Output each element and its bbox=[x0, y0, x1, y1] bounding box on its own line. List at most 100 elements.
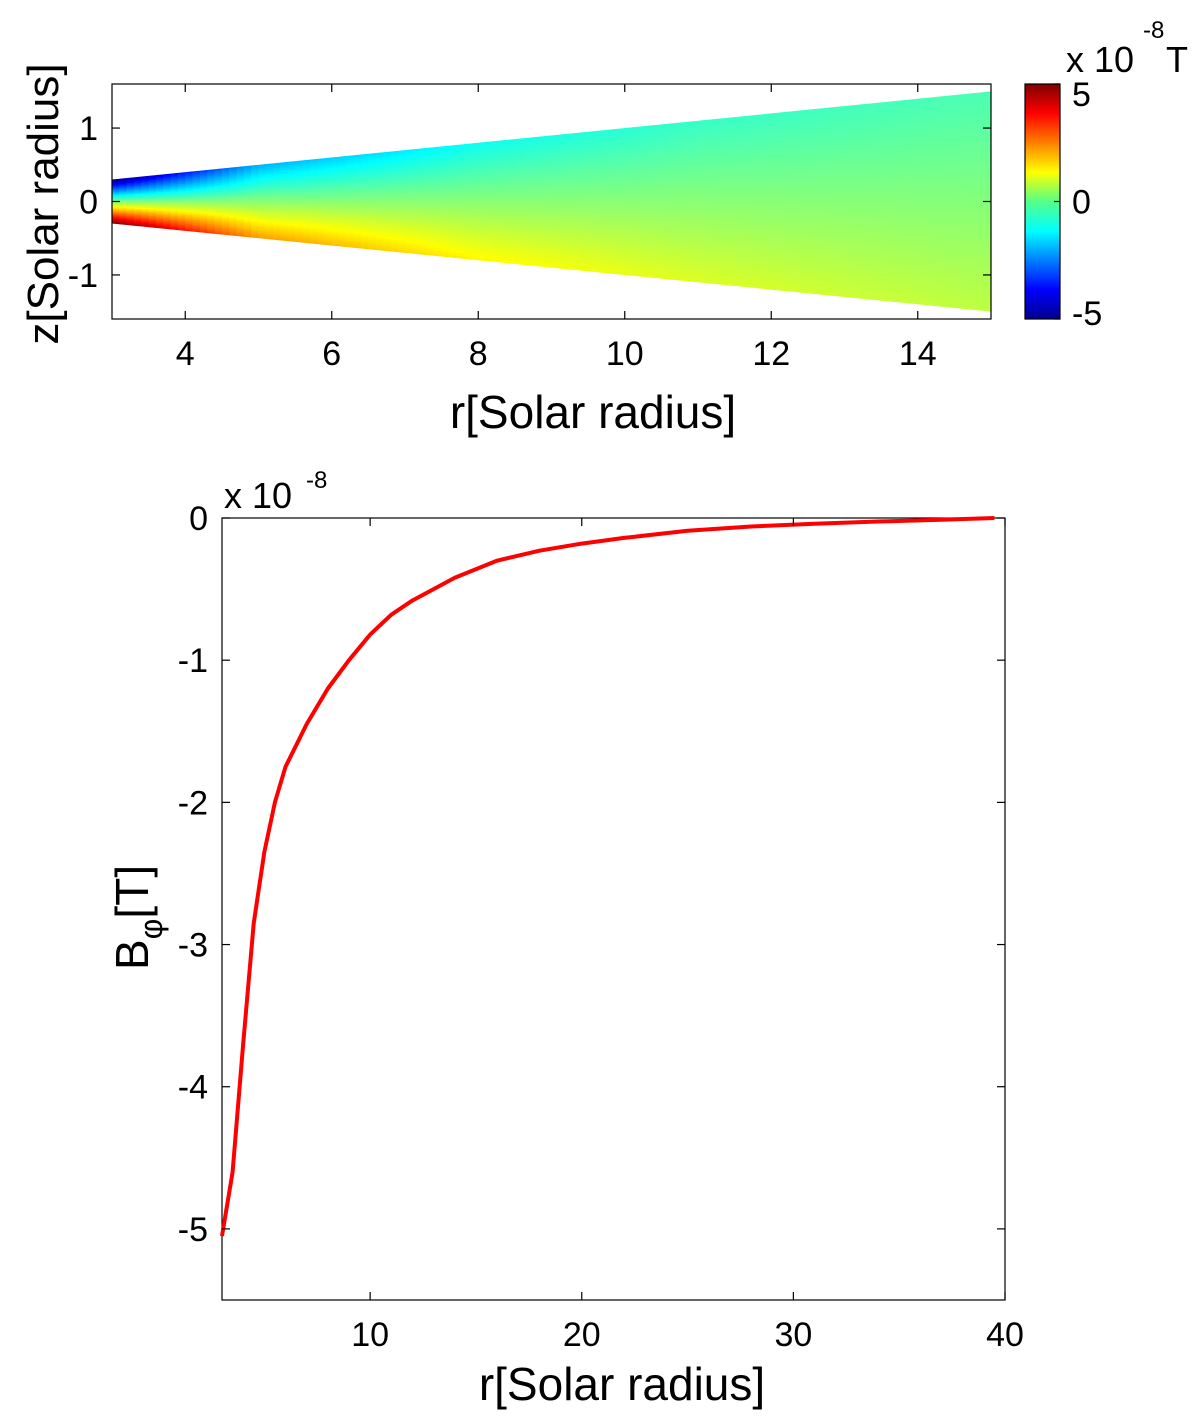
heatmap-cell bbox=[793, 114, 802, 121]
heatmap-cell bbox=[646, 140, 655, 145]
heatmap-cell bbox=[954, 185, 963, 192]
heatmap-cell bbox=[719, 251, 728, 257]
heatmap-cell bbox=[155, 181, 164, 184]
heatmap-cell bbox=[807, 187, 816, 193]
heatmap-cell bbox=[837, 153, 846, 160]
heatmap-cell bbox=[917, 165, 926, 172]
heatmap-cell bbox=[727, 269, 736, 274]
heatmap-cell bbox=[925, 144, 933, 150]
heatmap-cell bbox=[866, 157, 875, 163]
heatmap-cell bbox=[558, 198, 567, 203]
heatmap-cell bbox=[251, 184, 260, 188]
heatmap-cell bbox=[749, 175, 758, 181]
heatmap-cell bbox=[163, 193, 172, 196]
heatmap-cell bbox=[456, 247, 465, 251]
heatmap-cell bbox=[185, 187, 194, 191]
heatmap-cell bbox=[405, 245, 413, 250]
heatmap-cell bbox=[412, 217, 421, 221]
heatmap-cell bbox=[185, 228, 194, 231]
heatmap-cell bbox=[529, 262, 538, 267]
heatmap-cell bbox=[851, 157, 860, 164]
heatmap-cell bbox=[383, 186, 391, 190]
heatmap-cell bbox=[859, 162, 868, 168]
heatmap-cell bbox=[243, 165, 252, 168]
heatmap-cell bbox=[390, 209, 399, 213]
heatmap-cell bbox=[368, 182, 377, 186]
heatmap-cell bbox=[236, 215, 245, 218]
heatmap-cell bbox=[822, 272, 831, 278]
heatmap-cell bbox=[954, 99, 963, 106]
heatmap-cell bbox=[229, 175, 238, 178]
heatmap-cell bbox=[646, 190, 655, 195]
heatmap-cell bbox=[405, 222, 413, 226]
heatmap-cell bbox=[639, 209, 648, 214]
heatmap-cell bbox=[148, 196, 157, 199]
heatmap-cell bbox=[727, 201, 736, 207]
heatmap-cell bbox=[119, 200, 128, 203]
heatmap-cell bbox=[895, 282, 904, 289]
heatmap-cell bbox=[676, 221, 684, 226]
heatmap-cell bbox=[947, 132, 955, 139]
heatmap-cell bbox=[119, 180, 128, 183]
heatmap-cell bbox=[353, 182, 362, 186]
heatmap-cell bbox=[917, 97, 926, 104]
heatmap-cell bbox=[668, 229, 677, 234]
heatmap-cell bbox=[251, 214, 260, 217]
heatmap-cell bbox=[148, 223, 157, 226]
heatmap-cell bbox=[873, 137, 882, 143]
heatmap-cell bbox=[807, 215, 816, 221]
heatmap-cell bbox=[405, 167, 413, 171]
heatmap-cell bbox=[961, 169, 970, 176]
heatmap-cell bbox=[522, 198, 531, 203]
heatmap-cell bbox=[522, 153, 531, 158]
heatmap-cell bbox=[844, 129, 853, 135]
heatmap-cell bbox=[544, 161, 553, 166]
heatmap-cell bbox=[507, 248, 516, 253]
heatmap-cell bbox=[954, 303, 963, 310]
heatmap-cell bbox=[617, 142, 626, 148]
heatmap-cell bbox=[375, 176, 384, 180]
heatmap-cell bbox=[785, 120, 794, 126]
heatmap-cell bbox=[617, 238, 626, 243]
heatmap-cell bbox=[617, 205, 626, 210]
colorbar-ticks: -505 bbox=[1054, 76, 1102, 333]
heatmap-cell bbox=[177, 180, 186, 184]
heatmap-cell bbox=[265, 172, 274, 176]
heatmap-cell bbox=[639, 129, 648, 135]
heatmap-cell bbox=[199, 215, 208, 218]
heatmap-cell bbox=[815, 220, 824, 226]
heatmap-cell bbox=[221, 186, 230, 189]
heatmap-cell bbox=[712, 205, 721, 211]
heatmap-cell bbox=[155, 194, 164, 197]
heatmap-cell bbox=[632, 126, 640, 131]
heatmap-cell bbox=[419, 209, 428, 213]
heatmap-cell bbox=[888, 121, 897, 127]
heatmap-cell bbox=[353, 180, 362, 184]
heatmap-cell bbox=[705, 172, 714, 178]
heatmap-cell bbox=[265, 203, 274, 206]
heatmap-cell bbox=[947, 126, 955, 133]
heatmap-cell bbox=[331, 172, 340, 176]
heatmap-cell bbox=[573, 177, 582, 182]
heatmap-cell bbox=[185, 215, 194, 218]
heatmap-cell bbox=[141, 209, 150, 212]
heatmap-cell bbox=[866, 142, 875, 148]
heatmap-cell bbox=[412, 182, 421, 187]
line-y-tick-label: -4 bbox=[178, 1069, 208, 1107]
heatmap-cell bbox=[932, 164, 941, 171]
heatmap-cell bbox=[983, 195, 991, 203]
heatmap-cell bbox=[353, 201, 362, 205]
heatmap-cell bbox=[412, 188, 421, 192]
heatmap-cell bbox=[778, 170, 787, 176]
heatmap-cell bbox=[727, 150, 736, 156]
heatmap-cell bbox=[815, 290, 824, 296]
heatmap-cell bbox=[829, 168, 838, 174]
heatmap-cell bbox=[654, 166, 662, 172]
heatmap-cell bbox=[229, 213, 238, 216]
heatmap-cell bbox=[170, 172, 179, 175]
heatmap-cell bbox=[251, 170, 260, 173]
heatmap-cell bbox=[551, 164, 560, 169]
heatmap-cell bbox=[646, 212, 655, 218]
heatmap-cell bbox=[536, 162, 545, 167]
heatmap-cell bbox=[456, 230, 465, 234]
